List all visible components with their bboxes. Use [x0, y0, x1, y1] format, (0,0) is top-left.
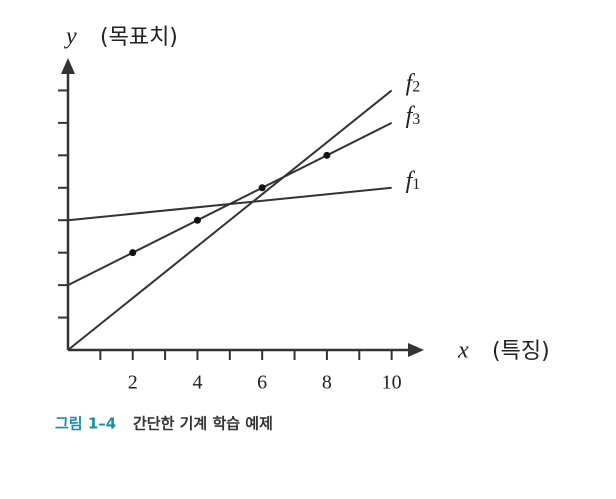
y-axis-unit: (목표치): [100, 25, 178, 50]
x-tick-label: 4: [192, 372, 202, 394]
series-label: f2: [406, 70, 421, 96]
caption-number: 그림 1–4: [55, 415, 116, 433]
caption-title: 간단한 기계 학습 예제: [133, 415, 273, 433]
x-tick-label: 6: [257, 372, 267, 394]
data-point: [258, 184, 266, 192]
data-point: [129, 249, 137, 257]
data-point: [193, 216, 201, 224]
line: [67, 186, 392, 222]
series-label: f1: [406, 167, 421, 193]
y-arrow: [61, 58, 75, 74]
series-label: f3: [406, 102, 421, 128]
x-axis-unit: (특징): [492, 339, 550, 364]
x-tick-label: 10: [382, 372, 402, 394]
x-axis-label: x: [457, 338, 469, 364]
x-tick-label: 8: [322, 372, 332, 394]
line: [67, 89, 393, 351]
y-axis-label: y: [64, 24, 77, 50]
x-arrow: [408, 343, 424, 357]
data-point: [323, 151, 331, 159]
x-tick-label: 2: [128, 372, 138, 394]
